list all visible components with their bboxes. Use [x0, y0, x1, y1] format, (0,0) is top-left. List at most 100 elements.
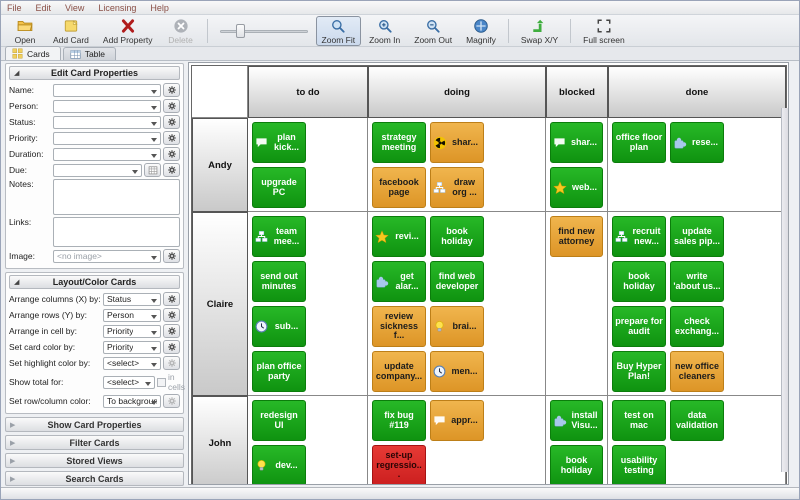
priority-gear-button[interactable] — [163, 131, 180, 145]
in-cells-checkbox[interactable] — [157, 377, 166, 387]
zoom-in-button[interactable]: Zoom In — [363, 16, 406, 46]
column-header-blocked[interactable]: blocked — [546, 66, 608, 118]
search-cards-panel[interactable]: ▶ Search Cards — [5, 471, 184, 486]
tab-cards[interactable]: Cards — [5, 46, 61, 60]
card[interactable]: dev... — [252, 445, 306, 484]
magnify-button[interactable]: Magnify — [460, 16, 502, 46]
card[interactable]: usability testing — [612, 445, 666, 484]
cell-Andy-blocked[interactable]: shar... web... — [546, 118, 608, 212]
cell-Andy-done[interactable]: office floor plan rese... — [608, 118, 786, 212]
menu-licensing[interactable]: Licensing — [98, 2, 137, 13]
zoom-fit-button[interactable]: Zoom Fit — [315, 15, 362, 46]
card[interactable]: facebook page — [372, 167, 426, 208]
filter-cards-panel[interactable]: ▶ Filter Cards — [5, 435, 184, 450]
show-total-select[interactable]: <select> — [103, 375, 155, 389]
card[interactable]: find new attorney — [550, 216, 603, 257]
menu-view[interactable]: View — [65, 2, 85, 13]
cell-John-done[interactable]: test on mac data validation usability test… — [608, 396, 786, 484]
cell-John-blocked[interactable]: install Visu... book holiday — [546, 396, 608, 484]
open-button[interactable]: Open — [5, 16, 45, 46]
full-screen-button[interactable]: Full screen — [577, 16, 631, 46]
cell-Claire-done[interactable]: recruit new... update sales pip... book ho… — [608, 212, 786, 396]
person-gear-button[interactable] — [163, 99, 180, 113]
add-card-button[interactable]: Add Card — [47, 16, 95, 46]
name-field[interactable] — [53, 83, 161, 97]
stored-views-panel[interactable]: ▶ Stored Views — [5, 453, 184, 468]
card[interactable]: revi... — [372, 216, 426, 257]
card[interactable]: update sales pip... — [670, 216, 724, 257]
menu-file[interactable]: File — [7, 2, 22, 13]
card[interactable]: plan office party — [252, 351, 306, 392]
name-gear-button[interactable] — [163, 83, 180, 97]
cell-Andy-to-do[interactable]: plan kick...upgrade PCphone Tomcall IT g… — [248, 118, 368, 212]
image-field[interactable]: <no image> — [53, 249, 161, 263]
card[interactable]: test on mac — [612, 400, 666, 441]
card[interactable]: book holiday — [550, 445, 603, 484]
image-gear-button[interactable] — [163, 249, 180, 263]
menu-edit[interactable]: Edit — [35, 2, 52, 13]
card[interactable]: book holiday — [430, 216, 484, 257]
arrange-columns-select[interactable]: Status — [103, 292, 161, 306]
cell-Claire-blocked[interactable]: find new attorney — [546, 212, 608, 396]
card[interactable]: team mee... — [252, 216, 306, 257]
add-property-button[interactable]: Add Property — [97, 16, 159, 46]
due-gear-button[interactable] — [163, 163, 180, 177]
card[interactable]: appr... — [430, 400, 484, 441]
card[interactable]: shar... — [550, 122, 603, 163]
tab-table[interactable]: Table — [62, 47, 117, 60]
card[interactable]: check exchang... — [670, 306, 724, 347]
cell-Claire-doing[interactable]: revi... book holiday get alar... find web d… — [368, 212, 546, 396]
card[interactable]: find web developer — [430, 261, 484, 302]
card[interactable]: sub... — [252, 306, 306, 347]
card-color-gear-button[interactable] — [163, 340, 180, 354]
status-gear-button[interactable] — [163, 115, 180, 129]
row-label-John[interactable]: John — [192, 396, 248, 484]
card[interactable]: rese... — [670, 122, 724, 163]
card[interactable]: shar... — [430, 122, 484, 163]
card[interactable]: prepare for audit — [612, 306, 666, 347]
card[interactable]: update company... — [372, 351, 426, 392]
card[interactable]: redesign UI — [252, 400, 306, 441]
row-label-Claire[interactable]: Claire — [192, 212, 248, 396]
card[interactable]: draw org ... — [430, 167, 484, 208]
card[interactable]: review sickness f... — [372, 306, 426, 347]
column-header-done[interactable]: done — [608, 66, 786, 118]
card[interactable]: upgrade PC — [252, 167, 306, 208]
notes-input[interactable] — [53, 179, 180, 215]
card[interactable]: brai... — [430, 306, 484, 347]
card[interactable]: strategy meeting — [372, 122, 426, 163]
cell-Claire-to-do[interactable]: team mee... send out minutes sub... plan of… — [248, 212, 368, 396]
card[interactable]: office floor plan — [612, 122, 666, 163]
status-field[interactable] — [53, 115, 161, 129]
card[interactable]: plan kick... — [252, 122, 306, 163]
card[interactable]: recruit new... — [612, 216, 666, 257]
highlight-color-select[interactable]: <select> — [103, 356, 161, 370]
person-field[interactable] — [53, 99, 161, 113]
row-label-Andy[interactable]: Andy — [192, 118, 248, 212]
arrange-columns-gear-button[interactable] — [163, 292, 180, 306]
vertical-scrollbar[interactable] — [781, 108, 788, 472]
due-calendar-button[interactable] — [144, 163, 161, 177]
column-header-to-do[interactable]: to do — [248, 66, 368, 118]
card[interactable]: new office cleaners — [670, 351, 724, 392]
card-color-select[interactable]: Priority — [103, 340, 161, 354]
show-card-properties-panel[interactable]: ▶ Show Card Properties — [5, 417, 184, 432]
cell-John-doing[interactable]: fix bug #119 appr... set-up regressio... — [368, 396, 546, 484]
card[interactable]: men... — [430, 351, 484, 392]
card[interactable]: Buy Hyper Plan! — [612, 351, 666, 392]
card[interactable]: install Visu... — [550, 400, 603, 441]
priority-field[interactable] — [53, 131, 161, 145]
card[interactable]: web... — [550, 167, 603, 208]
arrange-in-cell-select[interactable]: Priority — [103, 324, 161, 338]
card[interactable]: write 'about us... — [670, 261, 724, 302]
zoom-out-button[interactable]: Zoom Out — [408, 16, 458, 46]
card[interactable]: get alar... — [372, 261, 426, 302]
due-field[interactable] — [53, 163, 142, 177]
duration-field[interactable] — [53, 147, 161, 161]
card[interactable]: set-up regressio... — [372, 445, 426, 484]
menu-help[interactable]: Help — [150, 2, 169, 13]
arrange-in-cell-gear-button[interactable] — [163, 324, 180, 338]
card[interactable]: book holiday — [612, 261, 666, 302]
arrange-rows-select[interactable]: Person — [103, 308, 161, 322]
edit-card-properties-header[interactable]: ◢ Edit Card Properties — [9, 66, 180, 80]
